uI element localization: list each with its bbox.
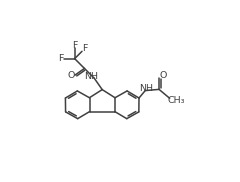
Text: F: F xyxy=(58,54,63,63)
Text: CH₃: CH₃ xyxy=(167,96,185,105)
Text: F: F xyxy=(72,41,77,50)
Text: O: O xyxy=(159,72,167,80)
Text: NH: NH xyxy=(84,72,98,81)
Text: O: O xyxy=(67,71,75,80)
Text: NH: NH xyxy=(139,84,153,93)
Text: F: F xyxy=(82,44,88,54)
